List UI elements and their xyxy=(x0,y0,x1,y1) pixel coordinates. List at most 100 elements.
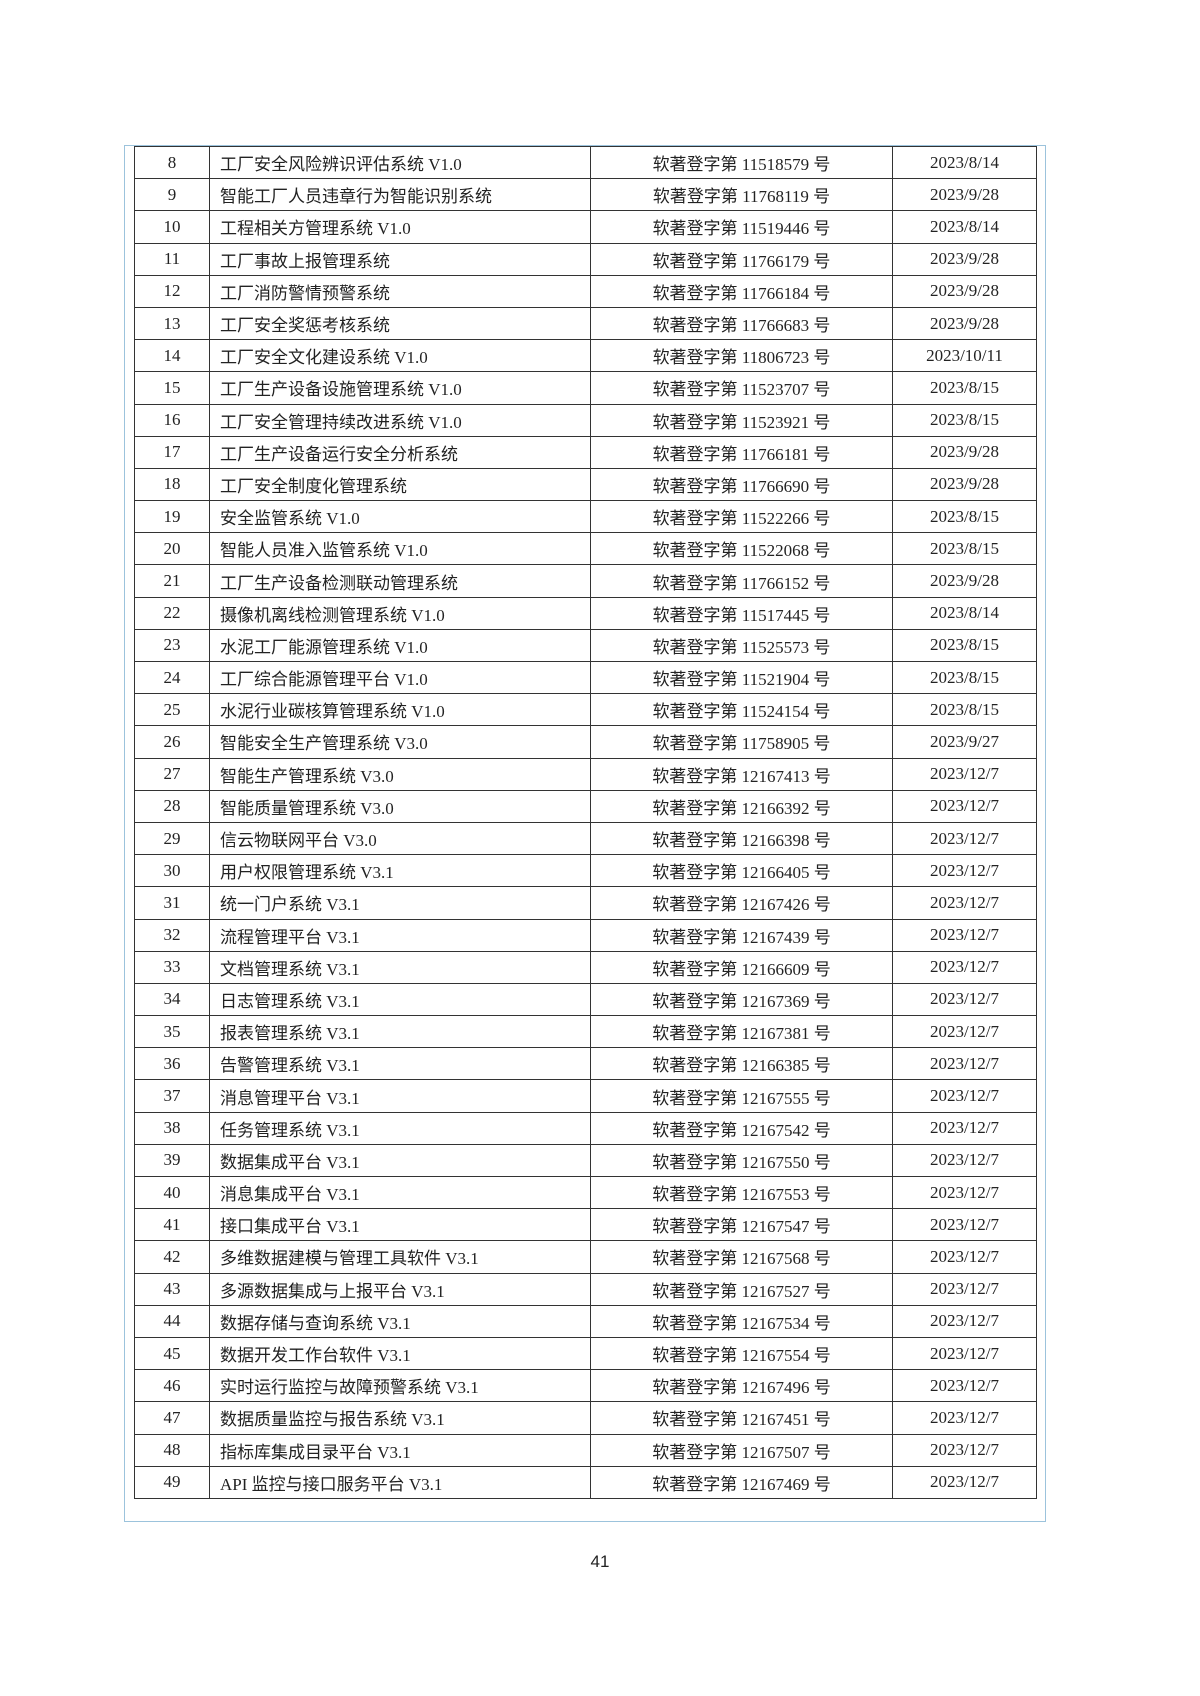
row-number-cell: 23 xyxy=(134,628,210,663)
registration-date-cell: 2023/12/7 xyxy=(892,1465,1037,1499)
registration-number-cell: 软著登字第 12167413 号 xyxy=(590,757,893,791)
software-copyright-table: 8 工厂安全风险辨识评估系统 V1.0 软著登字第 11518579 号 2023/8… xyxy=(134,145,1037,1499)
registration-number-cell: 软著登字第 12167555 号 xyxy=(590,1079,893,1113)
registration-number-cell: 软著登字第 11521904 号 xyxy=(590,660,893,695)
registration-date-cell: 2023/12/7 xyxy=(892,1047,1037,1081)
table-row: 21 工厂生产设备检测联动管理系统 软著登字第 11766152 号 2023/9/2… xyxy=(134,564,1037,598)
registration-date-cell: 2023/9/28 xyxy=(892,564,1037,598)
table-row: 12 工厂消防警情预警系统 软著登字第 11766184 号 2023/9/28 xyxy=(134,274,1037,308)
registration-number-cell: 软著登字第 11766152 号 xyxy=(590,564,893,598)
registration-date-cell: 2023/12/7 xyxy=(892,854,1037,888)
row-number-cell: 20 xyxy=(134,532,210,566)
registration-date-cell: 2023/12/7 xyxy=(892,1240,1037,1274)
software-name-cell: 报表管理系统 V3.1 xyxy=(209,1015,591,1049)
registration-number-cell: 软著登字第 12167527 号 xyxy=(590,1272,893,1306)
table-row: 47 数据质量监控与报告系统 V3.1 软著登字第 12167451 号 2023/1… xyxy=(134,1401,1037,1435)
registration-number-cell: 软著登字第 11766181 号 xyxy=(590,435,893,469)
table-row: 46 实时运行监控与故障预警系统 V3.1 软著登字第 12167496 号 2023… xyxy=(134,1369,1037,1403)
table-row: 22 摄像机离线检测管理系统 V1.0 软著登字第 11517445 号 2023/8… xyxy=(134,596,1037,630)
table-row: 34 日志管理系统 V3.1 软著登字第 12167369 号 2023/12/7 xyxy=(134,982,1037,1017)
row-number-cell: 27 xyxy=(134,757,210,791)
registration-number-cell: 软著登字第 11518579 号 xyxy=(590,145,893,180)
row-number-cell: 45 xyxy=(134,1336,210,1371)
software-name-cell: 摄像机离线检测管理系统 V1.0 xyxy=(209,596,591,630)
table-row: 23 水泥工厂能源管理系统 V1.0 软著登字第 11525573 号 2023/8/… xyxy=(134,628,1037,663)
registration-date-cell: 2023/8/15 xyxy=(892,403,1037,437)
registration-number-cell: 软著登字第 12166385 号 xyxy=(590,1047,893,1081)
registration-date-cell: 2023/12/7 xyxy=(892,1175,1037,1210)
registration-date-cell: 2023/12/7 xyxy=(892,1143,1037,1178)
row-number-cell: 16 xyxy=(134,403,210,437)
registration-date-cell: 2023/8/14 xyxy=(892,145,1037,180)
table-frame xyxy=(124,145,1046,1522)
software-name-cell: 多维数据建模与管理工具软件 V3.1 xyxy=(209,1240,591,1274)
table-row: 26 智能安全生产管理系统 V3.0 软著登字第 11758905 号 2023/9/… xyxy=(134,725,1037,759)
row-number-cell: 19 xyxy=(134,500,210,534)
registration-number-cell: 软著登字第 11766179 号 xyxy=(590,242,893,276)
table-body: 8 工厂安全风险辨识评估系统 V1.0 软著登字第 11518579 号 2023/8… xyxy=(134,145,1037,1499)
registration-number-cell: 软著登字第 12167542 号 xyxy=(590,1111,893,1145)
table-row: 17 工厂生产设备运行安全分析系统 软著登字第 11766181 号 2023/9/2… xyxy=(134,435,1037,469)
software-name-cell: 统一门户系统 V3.1 xyxy=(209,886,591,920)
registration-number-cell: 软著登字第 11758905 号 xyxy=(590,725,893,759)
row-number-cell: 26 xyxy=(134,725,210,759)
registration-number-cell: 软著登字第 12167369 号 xyxy=(590,982,893,1017)
registration-date-cell: 2023/8/14 xyxy=(892,596,1037,630)
row-number-cell: 11 xyxy=(134,242,210,276)
registration-number-cell: 软著登字第 12167426 号 xyxy=(590,886,893,920)
software-name-cell: 信云物联网平台 V3.0 xyxy=(209,821,591,856)
software-name-cell: 数据开发工作台软件 V3.1 xyxy=(209,1336,591,1371)
software-name-cell: 工厂安全管理持续改进系统 V1.0 xyxy=(209,403,591,437)
registration-number-cell: 软著登字第 11768119 号 xyxy=(590,178,893,212)
registration-number-cell: 软著登字第 12166398 号 xyxy=(590,821,893,856)
software-name-cell: 实时运行监控与故障预警系统 V3.1 xyxy=(209,1369,591,1403)
table-row: 44 数据存储与查询系统 V3.1 软著登字第 12167534 号 2023/12/… xyxy=(134,1304,1037,1338)
registration-date-cell: 2023/12/7 xyxy=(892,1304,1037,1338)
table-row: 10 工程相关方管理系统 V1.0 软著登字第 11519446 号 2023/8/1… xyxy=(134,210,1037,244)
software-name-cell: 接口集成平台 V3.1 xyxy=(209,1208,591,1242)
software-name-cell: 工厂综合能源管理平台 V1.0 xyxy=(209,660,591,695)
registration-date-cell: 2023/12/7 xyxy=(892,886,1037,920)
registration-date-cell: 2023/9/28 xyxy=(892,467,1037,502)
registration-number-cell: 软著登字第 12166405 号 xyxy=(590,854,893,888)
registration-number-cell: 软著登字第 11517445 号 xyxy=(590,596,893,630)
registration-date-cell: 2023/8/15 xyxy=(892,660,1037,695)
registration-date-cell: 2023/12/7 xyxy=(892,1401,1037,1435)
row-number-cell: 32 xyxy=(134,918,210,952)
software-name-cell: 消息集成平台 V3.1 xyxy=(209,1175,591,1210)
registration-number-cell: 软著登字第 11525573 号 xyxy=(590,628,893,663)
registration-date-cell: 2023/8/15 xyxy=(892,500,1037,534)
table-row: 25 水泥行业碳核算管理系统 V1.0 软著登字第 11524154 号 2023/8… xyxy=(134,693,1037,727)
table-row: 18 工厂安全制度化管理系统 软著登字第 11766690 号 2023/9/28 xyxy=(134,467,1037,502)
software-name-cell: 工厂事故上报管理系统 xyxy=(209,242,591,276)
table-row: 15 工厂生产设备设施管理系统 V1.0 软著登字第 11523707 号 2023/… xyxy=(134,371,1037,405)
registration-date-cell: 2023/12/7 xyxy=(892,918,1037,952)
table-row: 8 工厂安全风险辨识评估系统 V1.0 软著登字第 11518579 号 2023/8… xyxy=(134,145,1037,180)
row-number-cell: 38 xyxy=(134,1111,210,1145)
table-row: 20 智能人员准入监管系统 V1.0 软著登字第 11522068 号 2023/8/… xyxy=(134,532,1037,566)
software-name-cell: 工厂生产设备检测联动管理系统 xyxy=(209,564,591,598)
software-name-cell: 告警管理系统 V3.1 xyxy=(209,1047,591,1081)
row-number-cell: 31 xyxy=(134,886,210,920)
software-name-cell: 任务管理系统 V3.1 xyxy=(209,1111,591,1145)
software-name-cell: 智能生产管理系统 V3.0 xyxy=(209,757,591,791)
registration-number-cell: 软著登字第 12167439 号 xyxy=(590,918,893,952)
registration-number-cell: 软著登字第 12167554 号 xyxy=(590,1336,893,1371)
software-name-cell: 用户权限管理系统 V3.1 xyxy=(209,854,591,888)
software-name-cell: 工程相关方管理系统 V1.0 xyxy=(209,210,591,244)
row-number-cell: 47 xyxy=(134,1401,210,1435)
registration-number-cell: 软著登字第 12166392 号 xyxy=(590,789,893,823)
registration-date-cell: 2023/12/7 xyxy=(892,757,1037,791)
software-name-cell: 智能工厂人员违章行为智能识别系统 xyxy=(209,178,591,212)
registration-date-cell: 2023/12/7 xyxy=(892,1079,1037,1113)
registration-date-cell: 2023/9/28 xyxy=(892,242,1037,276)
registration-number-cell: 软著登字第 12167496 号 xyxy=(590,1369,893,1403)
registration-date-cell: 2023/9/28 xyxy=(892,435,1037,469)
row-number-cell: 24 xyxy=(134,660,210,695)
registration-date-cell: 2023/12/7 xyxy=(892,1369,1037,1403)
software-name-cell: 智能安全生产管理系统 V3.0 xyxy=(209,725,591,759)
table-row: 35 报表管理系统 V3.1 软著登字第 12167381 号 2023/12/7 xyxy=(134,1015,1037,1049)
registration-date-cell: 2023/12/7 xyxy=(892,950,1037,984)
software-name-cell: 数据存储与查询系统 V3.1 xyxy=(209,1304,591,1338)
row-number-cell: 49 xyxy=(134,1465,210,1499)
